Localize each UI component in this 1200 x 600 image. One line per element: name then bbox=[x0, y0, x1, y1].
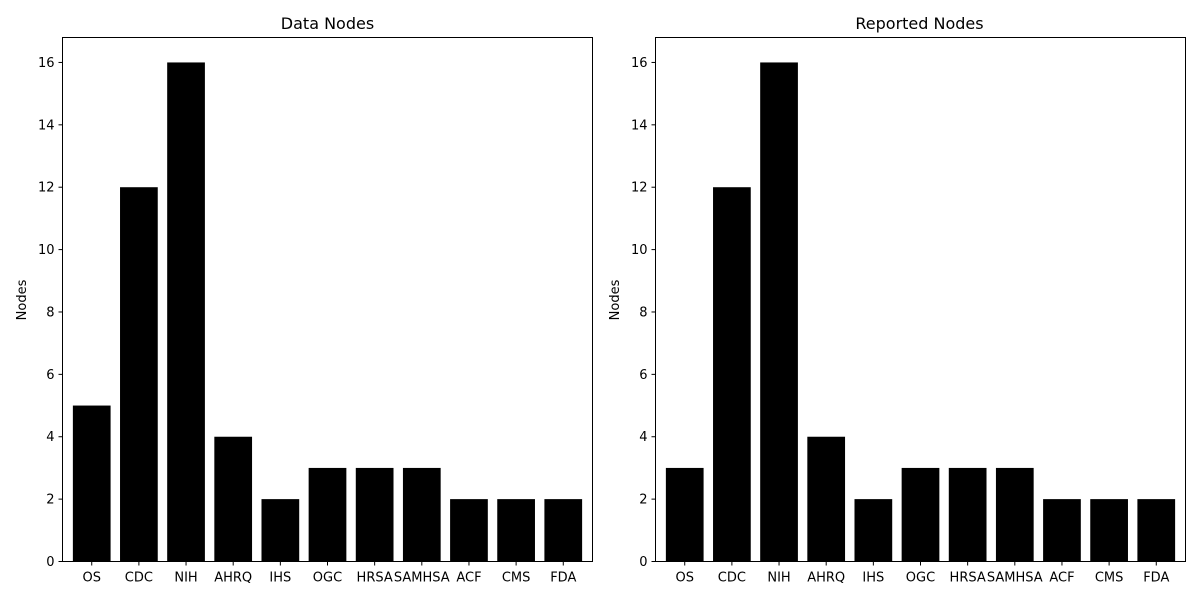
bar-acf bbox=[1043, 499, 1081, 562]
x-tick-label-ahrq: AHRQ bbox=[214, 571, 252, 586]
y-tick-label: 12 bbox=[38, 181, 55, 196]
x-tick-label-cdc: CDC bbox=[718, 571, 746, 586]
bar-nih bbox=[167, 62, 205, 562]
bars bbox=[72, 62, 583, 562]
bar-cdc bbox=[120, 187, 158, 562]
x-tick-label-hrsa: HRSA bbox=[950, 571, 986, 586]
x-ticks: OS CDC NIH AHRQ IHS OGC HRSA SAMHSA ACF CMS FDA bbox=[82, 561, 576, 586]
bar-ihs bbox=[854, 499, 893, 562]
x-tick-label-cms: CMS bbox=[1095, 571, 1124, 586]
chart-data-nodes: Data Nodes Nodes 0 2 4 6 8 10 12 14 16 OS CDC NIH A… bbox=[15, 14, 593, 586]
plot-frame bbox=[655, 37, 1186, 562]
y-tick-label: 14 bbox=[631, 118, 648, 133]
bar-ahrq bbox=[214, 436, 253, 562]
y-tick-label: 4 bbox=[46, 430, 54, 445]
x-tick-label-cdc: CDC bbox=[125, 571, 153, 586]
x-tick-label-fda: FDA bbox=[550, 571, 576, 586]
chart-reported-nodes: Reported Nodes Nodes 0 2 4 6 8 10 12 14 16 OS CDC… bbox=[608, 14, 1186, 586]
y-tick-label: 2 bbox=[639, 493, 647, 508]
x-tick-label-ihs: IHS bbox=[862, 571, 884, 586]
y-tick-label: 0 bbox=[46, 555, 54, 570]
bar-fda bbox=[544, 499, 583, 562]
y-tick-label: 16 bbox=[631, 56, 648, 71]
y-axis-label: Nodes bbox=[608, 279, 623, 320]
y-tick-label: 10 bbox=[631, 243, 648, 258]
x-tick-label-nih: NIH bbox=[767, 571, 790, 586]
x-tick-label-samhsa: SAMHSA bbox=[987, 571, 1043, 586]
bar-fda bbox=[1137, 499, 1176, 562]
y-tick-label: 12 bbox=[631, 181, 648, 196]
x-tick-label-acf: ACF bbox=[456, 571, 481, 586]
bar-cms bbox=[497, 499, 535, 562]
x-tick-label-ahrq: AHRQ bbox=[807, 571, 845, 586]
plot-frame bbox=[62, 37, 593, 562]
bar-ogc bbox=[308, 467, 347, 562]
y-tick-label: 14 bbox=[38, 118, 55, 133]
chart-title: Data Nodes bbox=[281, 14, 374, 33]
y-tick-label: 6 bbox=[46, 368, 54, 383]
x-tick-label-hrsa: HRSA bbox=[357, 571, 393, 586]
bar-ahrq bbox=[807, 436, 846, 562]
x-tick-label-os: OS bbox=[675, 571, 693, 586]
bar-nih bbox=[760, 62, 798, 562]
x-tick-label-fda: FDA bbox=[1143, 571, 1169, 586]
y-ticks: 0 2 4 6 8 10 12 14 16 bbox=[631, 56, 656, 570]
y-tick-label: 2 bbox=[46, 493, 54, 508]
bar-os bbox=[665, 467, 704, 562]
bar-acf bbox=[450, 499, 488, 562]
x-tick-label-samhsa: SAMHSA bbox=[394, 571, 450, 586]
y-tick-label: 6 bbox=[639, 368, 647, 383]
bar-cdc bbox=[713, 187, 751, 562]
y-tick-label: 4 bbox=[639, 430, 647, 445]
x-tick-label-ogc: OGC bbox=[313, 571, 342, 586]
x-tick-label-acf: ACF bbox=[1049, 571, 1074, 586]
bar-ogc bbox=[901, 467, 940, 562]
y-tick-label: 8 bbox=[46, 305, 54, 320]
y-tick-label: 10 bbox=[38, 243, 55, 258]
x-tick-label-os: OS bbox=[82, 571, 100, 586]
x-ticks: OS CDC NIH AHRQ IHS OGC HRSA SAMHSA ACF CMS FDA bbox=[675, 561, 1169, 586]
x-tick-label-cms: CMS bbox=[502, 571, 531, 586]
x-tick-label-nih: NIH bbox=[174, 571, 197, 586]
x-tick-label-ihs: IHS bbox=[269, 571, 291, 586]
y-tick-label: 16 bbox=[38, 56, 55, 71]
x-tick-label-ogc: OGC bbox=[906, 571, 935, 586]
bar-cms bbox=[1090, 499, 1128, 562]
bar-ihs bbox=[261, 499, 300, 562]
y-ticks: 0 2 4 6 8 10 12 14 16 bbox=[38, 56, 63, 570]
bar-os bbox=[72, 405, 111, 562]
bars bbox=[665, 62, 1176, 562]
bar-hrsa bbox=[948, 467, 987, 562]
bar-samhsa bbox=[995, 467, 1034, 562]
bar-samhsa bbox=[402, 467, 441, 562]
y-tick-label: 0 bbox=[639, 555, 647, 570]
chart-title: Reported Nodes bbox=[855, 14, 983, 33]
y-axis-label: Nodes bbox=[15, 279, 30, 320]
y-tick-label: 8 bbox=[639, 305, 647, 320]
bar-hrsa bbox=[355, 467, 394, 562]
